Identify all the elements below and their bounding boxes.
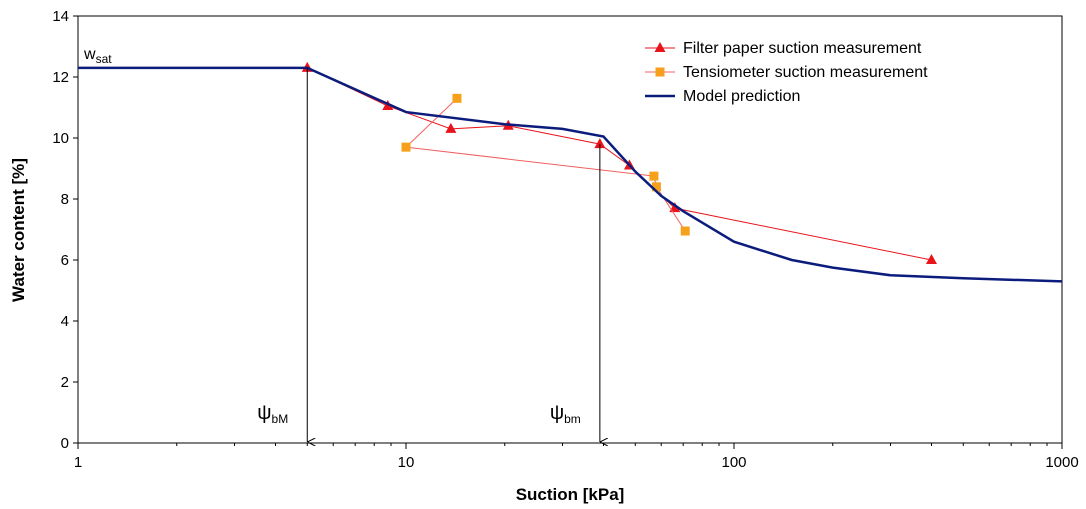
triangle-marker (594, 138, 606, 149)
y-tick-label: 14 (52, 8, 69, 25)
square-marker (680, 226, 690, 236)
triangle-marker (445, 122, 457, 133)
annotation-sub: bM (272, 412, 289, 426)
square-marker (651, 182, 661, 192)
y-tick-label: 2 (61, 374, 69, 391)
y-tick-label: 8 (61, 191, 69, 208)
legend-marker (654, 42, 666, 52)
y-tick-label: 10 (52, 130, 69, 147)
y-tick-label: 4 (61, 313, 69, 330)
annotation-text: ψ (257, 402, 271, 424)
annotation: ψbM (257, 402, 288, 426)
annotation: ψbm (550, 402, 581, 426)
legend-label: Model prediction (683, 88, 800, 105)
legend-label: Tensiometer suction measurement (683, 64, 928, 81)
y-tick-label: 0 (61, 435, 69, 452)
plot-area (77, 15, 1063, 444)
y-axis-title: Water content [%] (9, 158, 28, 302)
x-tick-label: 1 (74, 454, 82, 471)
annotation: wsat (83, 46, 112, 66)
annotation-sub: bm (564, 412, 581, 426)
triangle-marker (669, 202, 681, 213)
annotation-text: w (83, 46, 96, 63)
y-tick-label: 12 (52, 69, 69, 86)
x-tick-label: 1000 (1045, 454, 1078, 471)
series-line (78, 66, 1063, 283)
square-marker (401, 142, 411, 152)
annotation-text: ψ (550, 402, 564, 424)
x-tick-label: 10 (398, 454, 415, 471)
x-axis-title: Suction [kPa] (516, 485, 625, 504)
x-tick-label: 100 (721, 454, 746, 471)
legend-marker (655, 67, 665, 77)
triangle-marker (925, 254, 937, 264)
annotation-sub: sat (96, 52, 113, 66)
square-marker (649, 171, 659, 181)
legend-label: Filter paper suction measurement (683, 40, 922, 57)
series-line (307, 67, 932, 261)
square-marker (452, 93, 462, 103)
y-tick-label: 6 (61, 252, 69, 269)
